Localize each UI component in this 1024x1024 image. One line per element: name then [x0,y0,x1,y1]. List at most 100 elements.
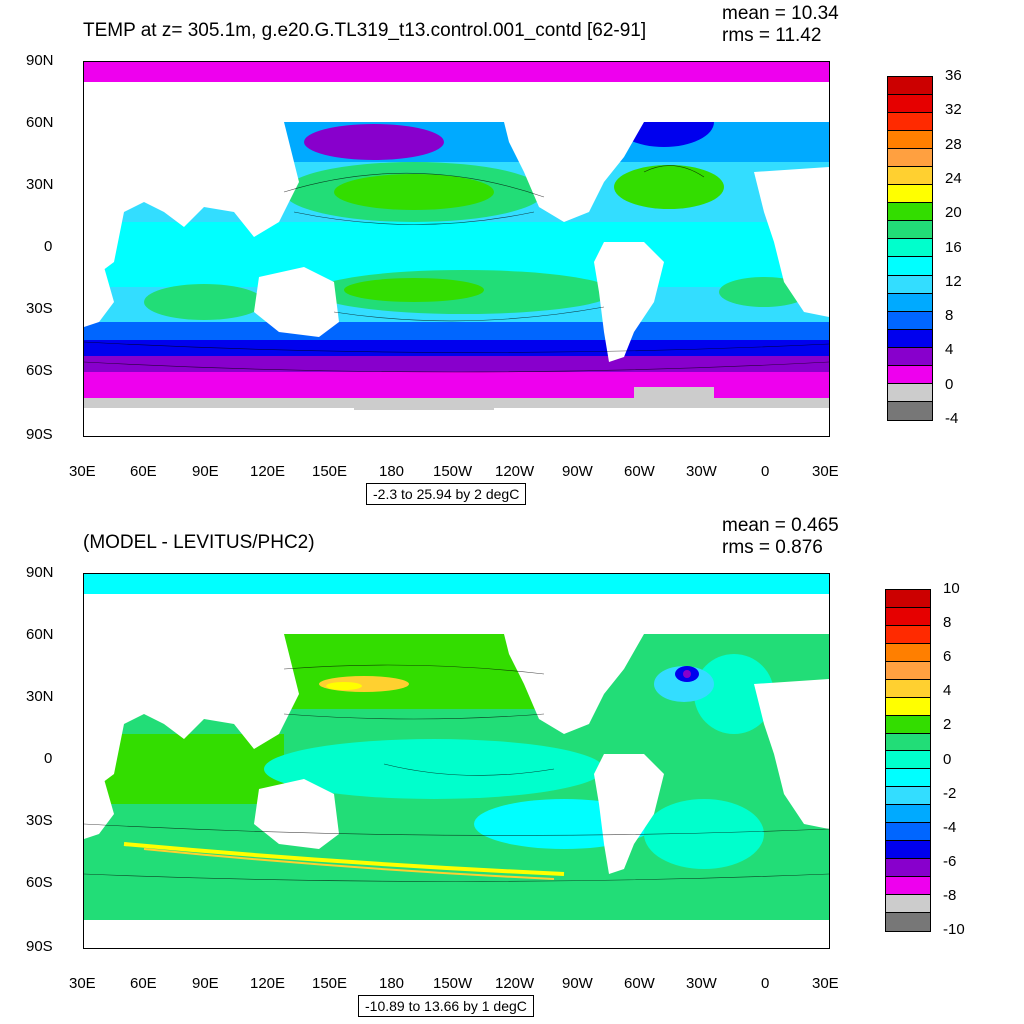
colorbar-swatch [886,823,930,842]
colorbar-swatch [886,661,930,680]
difference-panel: (MODEL - LEVITUS/PHC2) mean = 0.465 rms … [0,512,1024,1024]
colorbar-swatch [886,769,930,788]
colorbar-tick-label: -10 [943,921,965,938]
y-tick-label: 0 [44,238,53,255]
colorbar-swatch [886,679,930,698]
colorbar-tick-label: 6 [943,648,952,666]
x-tick-label: 0 [761,975,770,992]
colorbar-swatch [888,275,932,294]
colorbar-swatch [886,805,930,824]
colorbar [885,589,931,932]
x-tick-label: 150E [312,975,348,992]
colorbar-swatch [888,221,932,240]
x-tick-label: 180 [379,463,405,480]
colorbar-tick-label: -2 [943,784,957,802]
north-atlantic-gyre [614,165,724,209]
rms-readout: rms = 0.876 [722,537,823,558]
colorbar-swatch [886,894,930,913]
colorbar-tick-label: 2 [943,716,952,734]
colorbar [887,76,933,421]
colorbar-tick-label: 4 [943,682,952,700]
colorbar-swatch [886,859,930,877]
y-tick-label: 30N [26,688,54,705]
rms-readout: rms = 11.42 [722,25,822,46]
colorbar-swatch [886,841,930,860]
colorbar-swatch [888,185,932,204]
x-tick-label: 90E [192,975,219,992]
colorbar-swatch [888,293,932,312]
colorbar-tick-label: 8 [945,307,954,325]
colorbar-swatch [888,95,932,114]
x-tick-label: 90W [562,975,593,992]
x-tick-label: 150W [433,463,473,480]
x-tick-label: 30E [69,463,96,480]
colorbar-swatch [888,383,932,402]
mean-readout: mean = 10.34 [722,3,839,24]
x-tick-label: 30E [812,975,839,992]
colorbar-tick-label: 20 [945,204,962,222]
y-tick-label: 60S [26,874,53,891]
temperature-map [83,61,830,437]
y-tick-label: 90N [26,564,54,581]
colorbar-tick-label: 16 [945,238,962,256]
colorbar-swatch [886,643,930,662]
colorbar-tick-label: -4 [945,410,959,427]
y-tick-label: 90N [26,52,54,69]
temperature-panel: TEMP at z= 305.1m, g.e20.G.TL319_t13.con… [26,3,962,505]
colorbar-tick-label: 0 [945,375,954,393]
colorbar-swatch [886,751,930,770]
colorbar-swatch [888,347,932,366]
colorbar-swatch [888,131,932,150]
y-tick-label: 30S [26,300,53,317]
colorbar-swatch [888,239,932,258]
y-tick-label: 90S [26,426,53,443]
colorbar-swatch [888,329,932,348]
colorbar-tick-label: 12 [945,272,962,290]
colorbar-swatch [886,590,930,608]
colorbar-swatch [888,311,932,330]
colorbar-swatch [886,877,930,895]
x-tick-label: 90E [192,463,219,480]
y-tick-label: 60N [26,114,54,131]
contour-range-label: -10.89 to 13.66 by 1 degC [358,995,534,1017]
x-tick-label: 30W [686,463,717,480]
x-tick-label: 120E [250,463,286,480]
colorbar-tick-label: -4 [943,818,957,836]
x-tick-label: 60E [130,463,157,480]
colorbar-swatch [886,787,930,806]
x-tick-label: 0 [761,463,770,480]
x-tick-label: 150W [433,975,473,992]
x-tick-label: 120W [495,463,535,480]
colorbar-tick-label: 36 [945,67,962,84]
colorbar-tick-label: -6 [943,852,957,870]
colorbar-swatch [888,167,932,186]
contour-range-label: -2.3 to 25.94 by 2 degC [366,483,527,505]
colorbar-swatch [888,77,932,96]
colorbar-swatch [888,113,932,132]
difference-map [83,573,830,949]
colorbar-tick-label: 24 [945,169,962,187]
x-tick-label: 150E [312,463,348,480]
y-tick-label: 90S [26,938,53,955]
colorbar-swatch [888,401,932,420]
y-tick-label: 0 [44,750,53,767]
colorbar-swatch [888,257,932,276]
x-tick-label: 60W [624,975,655,992]
colorbar-tick-label: 32 [945,101,962,119]
y-tick-label: 60N [26,626,54,643]
y-tick-label: 30N [26,176,54,193]
colorbar-tick-label: 28 [945,135,962,153]
colorbar-tick-label: -8 [943,886,957,904]
y-tick-label: 60S [26,362,53,379]
x-tick-label: 60E [130,975,157,992]
x-tick-label: 30E [69,975,96,992]
colorbar-swatch [886,733,930,752]
colorbar-swatch [888,203,932,222]
x-tick-label: 30W [686,975,717,992]
x-tick-label: 60W [624,463,655,480]
colorbar-swatch [888,365,932,384]
x-tick-label: 180 [379,975,405,992]
x-tick-label: 120E [250,975,286,992]
x-tick-label: 120W [495,975,535,992]
mean-readout: mean = 0.465 [722,515,839,536]
